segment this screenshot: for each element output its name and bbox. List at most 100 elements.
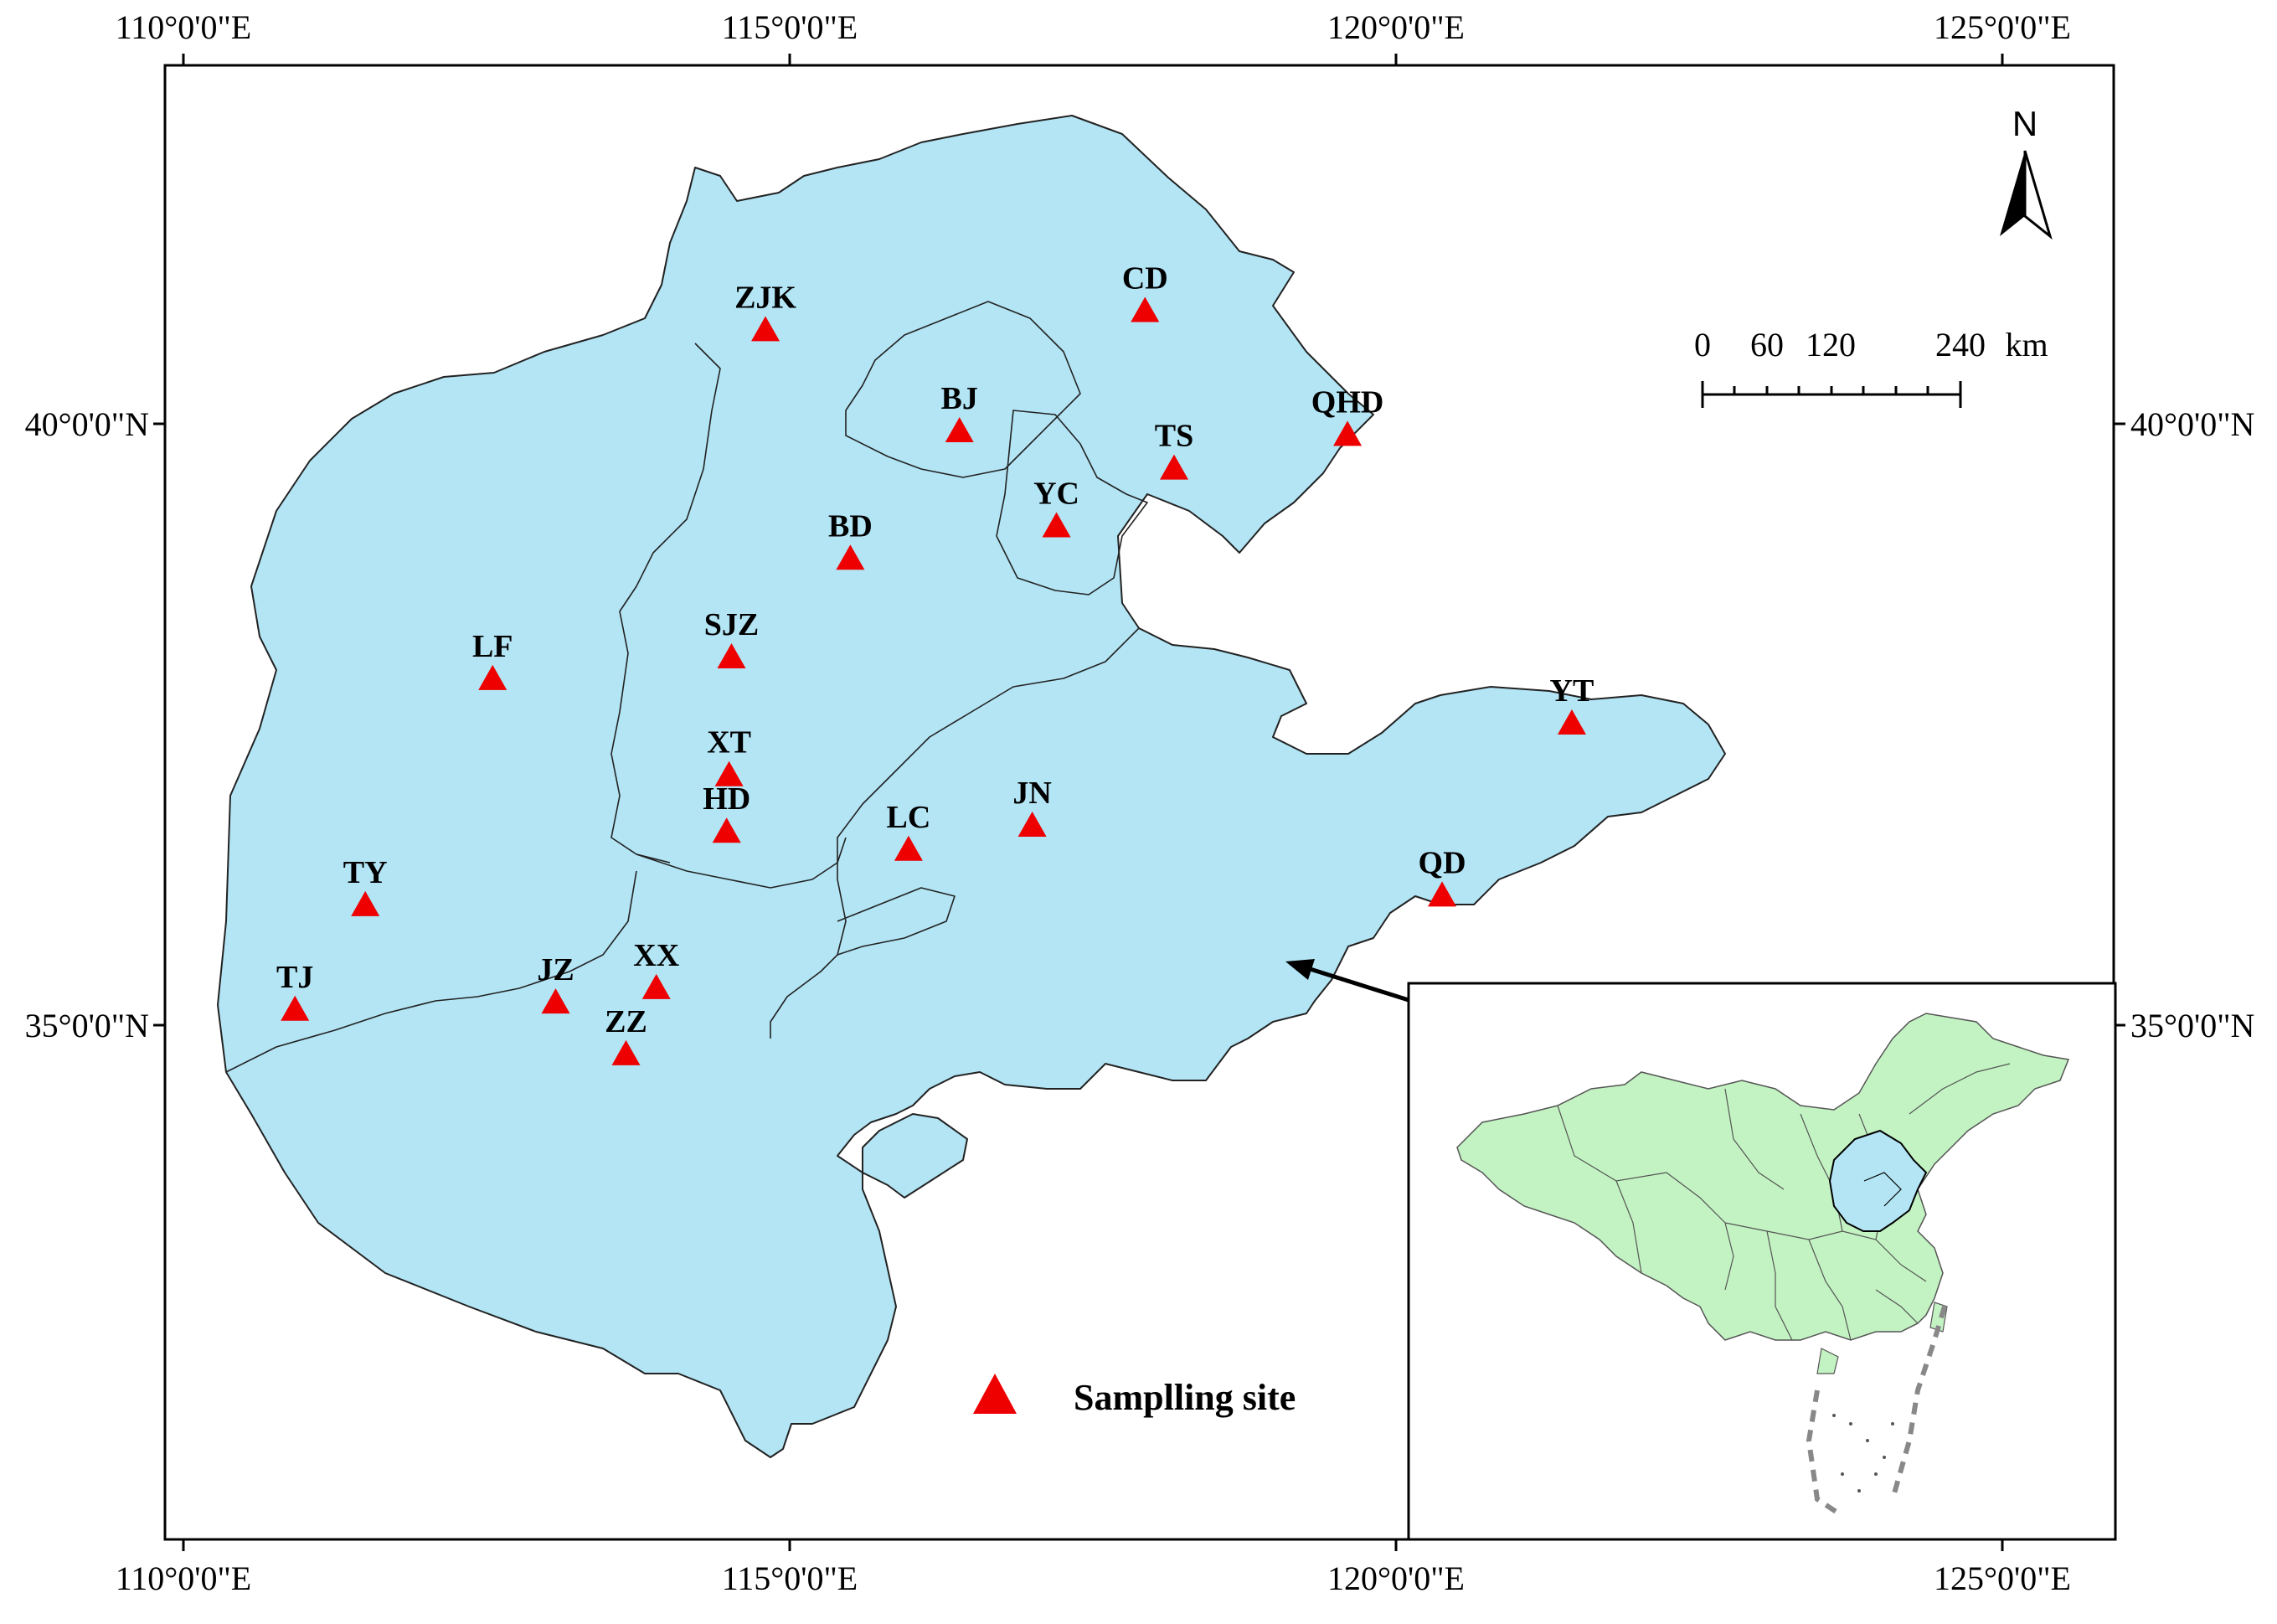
site-jn: JN bbox=[1012, 776, 1052, 838]
scale-label-60: 60 bbox=[1750, 326, 1784, 363]
site-bd: BD bbox=[828, 508, 873, 570]
site-tj: TJ bbox=[276, 960, 313, 1021]
top-lon-label: 110°0'0"E bbox=[116, 8, 251, 46]
top-lon-label: 125°0'0"E bbox=[1934, 8, 2071, 46]
bottom-lon-label: 115°0'0"E bbox=[722, 1560, 858, 1597]
south-sea-islands bbox=[1832, 1414, 1894, 1493]
site-xx: XX bbox=[633, 938, 679, 999]
left-lat-label: 35°0'0"N bbox=[25, 1007, 149, 1044]
site-ty: TY bbox=[343, 855, 388, 916]
hebei-shandong-boundary bbox=[770, 627, 1140, 1039]
site-lf: LF bbox=[472, 629, 513, 690]
internal-boundaries bbox=[225, 301, 1148, 1073]
site-bj: BJ bbox=[941, 381, 978, 443]
site-marker bbox=[836, 544, 865, 570]
bottom-lon-label: 120°0'0"E bbox=[1327, 1560, 1465, 1597]
site-label: XX bbox=[633, 938, 679, 973]
region-outline bbox=[217, 115, 1726, 1458]
study-region bbox=[217, 115, 1726, 1458]
site-label: SJZ bbox=[704, 607, 759, 642]
inset-study-region bbox=[1828, 1129, 1928, 1232]
site-marker bbox=[1160, 454, 1189, 480]
site-marker bbox=[478, 664, 507, 690]
site-label: XT bbox=[707, 725, 751, 760]
left-lat-label: 40°0'0"N bbox=[25, 405, 149, 443]
scale-label-0: 0 bbox=[1694, 326, 1711, 363]
right-lat-label: 35°0'0"N bbox=[2130, 1007, 2254, 1044]
site-marker bbox=[712, 817, 741, 843]
north-arrow-right-half bbox=[2023, 150, 2053, 240]
tj-boundary bbox=[996, 410, 1148, 595]
site-zz: ZZ bbox=[605, 1004, 647, 1065]
site-marker bbox=[1131, 296, 1160, 322]
site-xt: XT bbox=[707, 725, 751, 786]
right-lat-label: 40°0'0"N bbox=[2130, 405, 2254, 443]
henan-shanxi-boundary bbox=[225, 870, 637, 1073]
top-lon-label: 115°0'0"E bbox=[722, 8, 858, 46]
site-marker bbox=[1017, 812, 1047, 838]
site-label: JZ bbox=[537, 952, 574, 987]
site-marker bbox=[281, 995, 310, 1021]
site-zjk: ZJK bbox=[734, 280, 796, 342]
site-label: ZZ bbox=[605, 1004, 647, 1039]
north-label: N bbox=[2012, 104, 2037, 143]
bottom-lon-label: 125°0'0"E bbox=[1934, 1560, 2071, 1597]
site-marker bbox=[1428, 881, 1457, 907]
site-sjz: SJZ bbox=[704, 607, 759, 669]
site-marker bbox=[611, 1039, 641, 1065]
site-marker bbox=[1042, 512, 1071, 538]
site-marker bbox=[1557, 709, 1586, 735]
site-marker bbox=[945, 417, 974, 443]
hainan-island bbox=[1816, 1348, 1839, 1374]
site-label: QHD bbox=[1311, 384, 1384, 420]
site-hd: HD bbox=[703, 781, 750, 843]
bottom-lon-label: 110°0'0"E bbox=[116, 1560, 251, 1597]
site-qd: QD bbox=[1419, 845, 1466, 907]
site-lc: LC bbox=[887, 800, 931, 861]
hebei-shanxi-boundary bbox=[610, 343, 721, 864]
site-marker bbox=[1333, 420, 1363, 446]
sampling-sites: ZJK CD BJ TS QHD YC BD SJZ LF XT HD LC JN YT QD TY TJ JZ X… bbox=[276, 260, 1594, 1065]
legend: Samplling site bbox=[973, 1374, 1296, 1418]
site-label: JN bbox=[1012, 776, 1051, 811]
site-label: TJ bbox=[276, 960, 313, 995]
scale-label-240: 240 bbox=[1935, 326, 1986, 363]
scale-label-120: 120 bbox=[1806, 326, 1856, 363]
nine-dash-line bbox=[1806, 1306, 1947, 1518]
site-label: YT bbox=[1550, 673, 1594, 709]
scale-label-unit: km bbox=[2005, 326, 2048, 363]
site-cd: CD bbox=[1122, 260, 1168, 322]
site-marker bbox=[717, 643, 746, 669]
site-label: TY bbox=[343, 855, 388, 890]
site-label: CD bbox=[1122, 260, 1168, 296]
site-yc: YC bbox=[1033, 476, 1079, 538]
china-map-icon bbox=[1456, 1013, 2070, 1341]
site-marker bbox=[894, 835, 923, 861]
site-yt: YT bbox=[1550, 673, 1594, 735]
site-label: LF bbox=[472, 629, 513, 664]
site-jz: JZ bbox=[537, 952, 574, 1014]
site-ts: TS bbox=[1155, 419, 1193, 480]
site-marker bbox=[351, 890, 380, 916]
site-label: LC bbox=[887, 800, 931, 835]
site-label: BJ bbox=[941, 381, 978, 416]
site-marker bbox=[541, 988, 570, 1014]
top-lon-label: 120°0'0"E bbox=[1327, 8, 1465, 46]
scale-bar: 0 60 120 240 km bbox=[1694, 326, 2048, 408]
site-marker bbox=[714, 760, 744, 786]
site-label: HD bbox=[703, 781, 750, 817]
site-label: BD bbox=[828, 508, 873, 544]
site-qhd: QHD bbox=[1311, 384, 1384, 446]
red-triangle-icon bbox=[973, 1374, 1017, 1414]
bj-boundary bbox=[845, 301, 1081, 478]
site-label: YC bbox=[1033, 476, 1079, 511]
site-label: ZJK bbox=[734, 280, 796, 315]
inset-map bbox=[1407, 982, 2117, 1541]
north-arrow-left-half bbox=[2000, 151, 2025, 236]
legend-label: Samplling site bbox=[1074, 1377, 1296, 1418]
jn-city-boundary bbox=[837, 887, 956, 956]
graticule-ticks bbox=[153, 54, 2125, 1551]
site-marker bbox=[641, 973, 671, 999]
